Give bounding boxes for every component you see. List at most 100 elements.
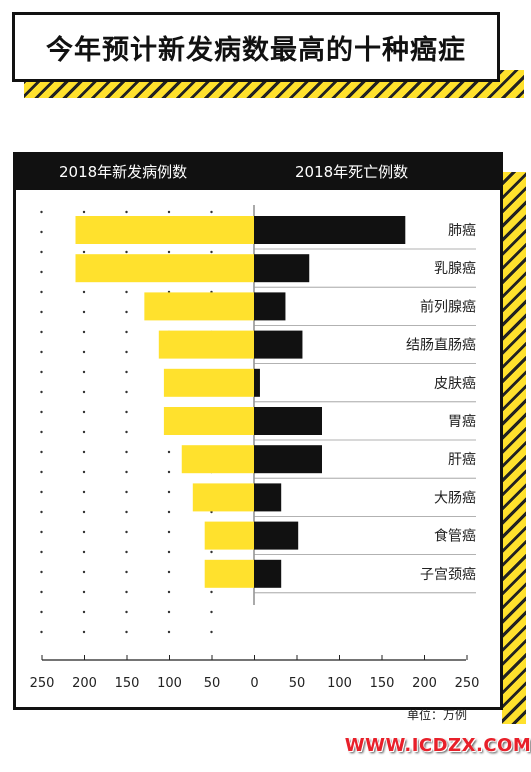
grid-dot xyxy=(40,490,43,494)
grid-dot xyxy=(210,550,213,554)
bar-deaths xyxy=(254,407,322,435)
x-tick-label: 150 xyxy=(370,676,395,691)
x-tick-label: 50 xyxy=(289,676,306,691)
grid-dot xyxy=(82,470,86,474)
bar-new-cases xyxy=(192,483,254,512)
x-tick-label: 250 xyxy=(455,676,480,691)
category-label: 肺癌 xyxy=(448,223,476,239)
bar-deaths xyxy=(254,483,282,512)
grid-dot xyxy=(167,470,171,474)
bar-new-cases xyxy=(163,368,254,397)
grid-dot xyxy=(210,610,213,614)
unit-label: 单位：万例 xyxy=(407,708,468,722)
grid-dot xyxy=(40,350,43,354)
x-tick-label: 200 xyxy=(412,676,437,691)
grid-dot xyxy=(82,490,86,494)
grid-dot xyxy=(40,270,43,274)
grid-dot xyxy=(82,510,86,514)
grid-dot xyxy=(125,610,128,614)
grid-dot xyxy=(125,510,128,514)
bar-deaths xyxy=(254,559,282,588)
grid-dot xyxy=(40,290,43,294)
grid-dot xyxy=(125,530,128,534)
right-series-label: 2018年死亡例数 xyxy=(295,162,409,181)
grid-dot xyxy=(82,210,86,214)
bar-new-cases xyxy=(75,216,254,244)
bar-new-cases xyxy=(144,292,254,321)
grid-dot xyxy=(40,410,43,414)
category-label: 乳腺癌 xyxy=(434,261,476,277)
grid-dot xyxy=(125,410,128,414)
grid-dot xyxy=(82,250,86,254)
page-title: 今年预计新发病数最高的十种癌症 xyxy=(46,34,466,66)
left-series-label: 2018年新发病例数 xyxy=(59,162,188,181)
grid-dot xyxy=(40,450,43,454)
x-tick-label: 0 xyxy=(250,676,258,691)
bar-deaths xyxy=(254,254,310,283)
bar-deaths xyxy=(254,292,286,321)
category-label: 前列腺癌 xyxy=(420,298,476,315)
grid-dot xyxy=(167,510,171,514)
x-tick-label: 100 xyxy=(327,676,352,691)
grid-dot xyxy=(167,250,171,254)
grid-dot xyxy=(82,410,86,414)
grid-dot xyxy=(82,630,86,634)
grid-dot xyxy=(82,450,86,454)
grid-dot xyxy=(210,210,213,214)
bar-deaths xyxy=(254,521,299,550)
grid-dot xyxy=(125,350,128,354)
grid-dot xyxy=(210,250,213,254)
grid-dot xyxy=(167,550,171,554)
grid-dot xyxy=(82,310,86,314)
bar-deaths xyxy=(254,216,406,244)
category-label: 大肠癌 xyxy=(434,490,476,506)
x-tick-label: 200 xyxy=(72,676,97,691)
grid-dot xyxy=(125,470,128,474)
chart-header: 2018年新发病例数 2018年死亡例数 xyxy=(13,152,503,190)
grid-dot xyxy=(40,330,43,334)
grid-dot xyxy=(125,390,128,394)
grid-dot xyxy=(40,570,43,574)
grid-dot xyxy=(167,610,171,614)
grid-dot xyxy=(40,430,43,434)
grid-dot xyxy=(82,550,86,554)
grid-dot xyxy=(40,610,43,614)
grid-dot xyxy=(40,530,43,534)
bar-new-cases xyxy=(204,559,254,588)
bar-new-cases xyxy=(204,521,254,550)
grid-dot xyxy=(167,570,171,574)
category-label: 子宫颈癌 xyxy=(420,567,476,583)
grid-dot xyxy=(40,210,43,214)
grid-dot xyxy=(82,430,86,434)
grid-dot xyxy=(125,210,128,214)
grid-dot xyxy=(82,350,86,354)
grid-dot xyxy=(125,310,128,314)
x-tick-label: 250 xyxy=(30,676,55,691)
grid-dot xyxy=(125,250,128,254)
grid-dot xyxy=(125,590,128,594)
grid-dot xyxy=(82,390,86,394)
bar-new-cases xyxy=(181,445,254,474)
bar-new-cases xyxy=(75,254,254,283)
x-tick-label: 100 xyxy=(157,676,182,691)
watermark-text: WWW.ICDZX.COM xyxy=(344,734,531,756)
grid-dot xyxy=(210,630,213,634)
bar-deaths xyxy=(254,368,260,397)
grid-dot xyxy=(40,230,43,234)
grid-dot xyxy=(210,590,213,594)
grid-dot xyxy=(82,610,86,614)
grid-dot xyxy=(40,250,43,254)
grid-dot xyxy=(82,530,86,534)
grid-dot xyxy=(167,450,171,454)
category-label: 食管癌 xyxy=(434,528,476,545)
grid-dot xyxy=(40,470,43,474)
grid-dot xyxy=(125,450,128,454)
category-label: 胃癌 xyxy=(448,414,476,430)
grid-dot xyxy=(167,630,171,634)
grid-dot xyxy=(167,490,171,494)
grid-dot xyxy=(125,570,128,574)
grid-dot xyxy=(40,310,43,314)
grid-dot xyxy=(82,290,86,294)
grid-dot xyxy=(167,590,171,594)
